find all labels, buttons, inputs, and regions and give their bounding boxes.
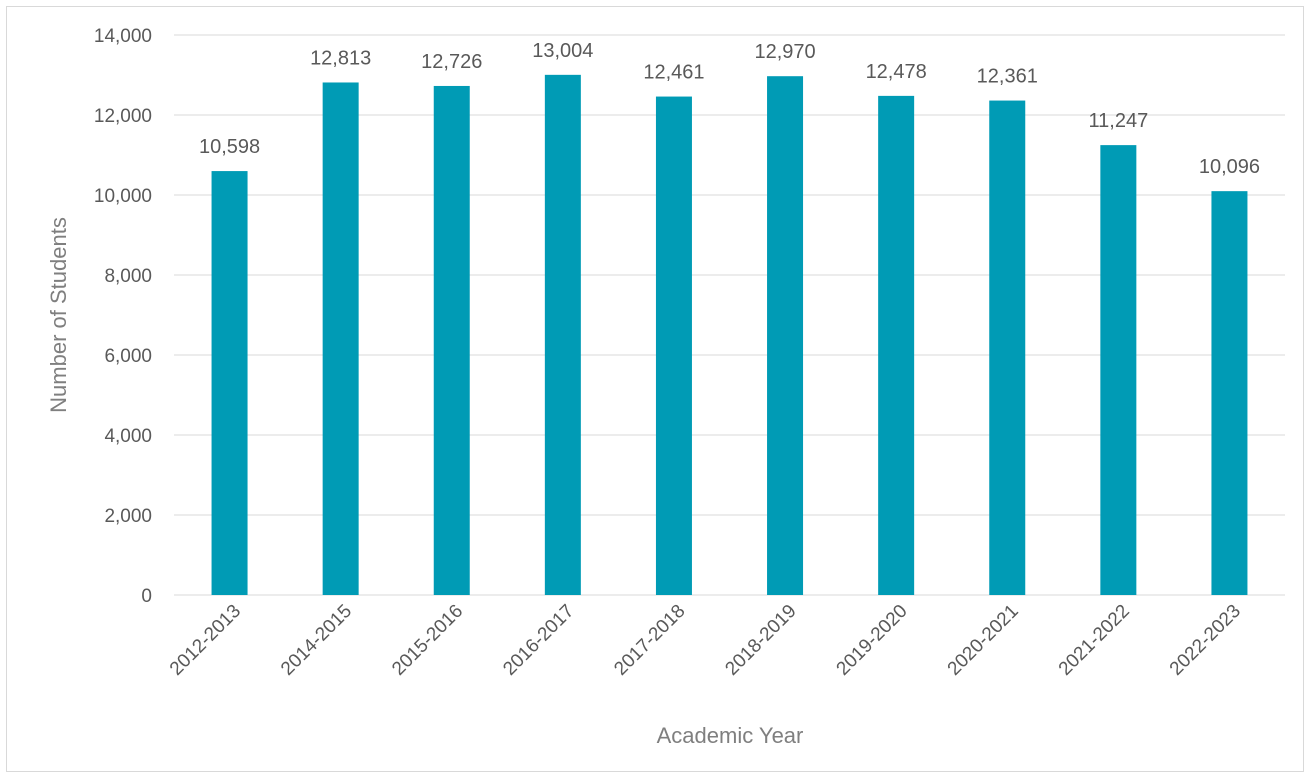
data-label: 12,478	[866, 61, 927, 83]
x-tick-label: 2015-2016	[388, 601, 467, 680]
bar	[544, 74, 581, 596]
x-tick-label: 2020-2021	[944, 601, 1023, 680]
data-label: 10,096	[1199, 156, 1260, 178]
bar	[211, 171, 248, 595]
data-labels: 10,598 12,813 12,726 13,004 12,461 12,970 12,4…	[199, 40, 1260, 178]
x-tick-label: 2018-2019	[721, 601, 800, 680]
x-tick-label: 2022-2023	[1166, 601, 1245, 680]
bar	[433, 85, 470, 596]
x-tick-label: 2019-2020	[833, 601, 912, 680]
data-label: 12,970	[754, 41, 815, 63]
bar	[655, 96, 692, 595]
gridlines	[174, 34, 1285, 596]
bar	[322, 82, 359, 596]
x-tick-label: 2016-2017	[499, 601, 578, 680]
data-label: 12,726	[421, 51, 482, 73]
data-label: 13,004	[532, 40, 593, 62]
bar	[1211, 191, 1248, 595]
y-tick-label: 10,000	[94, 186, 152, 207]
data-label: 12,361	[977, 66, 1038, 88]
x-tick-label: 2014-2015	[277, 601, 356, 680]
y-tick-label: 0	[141, 586, 152, 607]
bar	[1100, 145, 1137, 595]
bar	[878, 95, 915, 595]
data-label: 12,813	[310, 47, 371, 69]
x-axis-ticks: 2012-2013 2014-2015 2015-2016 2016-2017 2017…	[166, 601, 1245, 680]
x-axis-title: Academic Year	[657, 723, 804, 748]
data-label: 11,247	[1089, 110, 1149, 132]
x-tick-label: 2012-2013	[166, 601, 245, 680]
bars	[211, 74, 1248, 596]
bar	[989, 100, 1026, 595]
y-tick-label: 12,000	[94, 106, 152, 127]
y-tick-label: 2,000	[104, 506, 152, 527]
bar	[767, 76, 804, 595]
x-tick-label: 2021-2022	[1055, 601, 1134, 680]
y-tick-label: 4,000	[104, 426, 152, 447]
x-tick-label: 2017-2018	[610, 601, 689, 680]
y-tick-label: 6,000	[104, 346, 152, 367]
y-axis-title: Number of Students	[46, 217, 71, 413]
data-label: 10,598	[199, 136, 260, 158]
y-tick-label: 8,000	[104, 266, 152, 287]
data-label: 12,461	[643, 62, 704, 84]
y-axis-ticks: 0 2,000 4,000 6,000 8,000 10,000 12,000 14,000	[94, 26, 152, 607]
y-tick-label: 14,000	[94, 26, 152, 47]
